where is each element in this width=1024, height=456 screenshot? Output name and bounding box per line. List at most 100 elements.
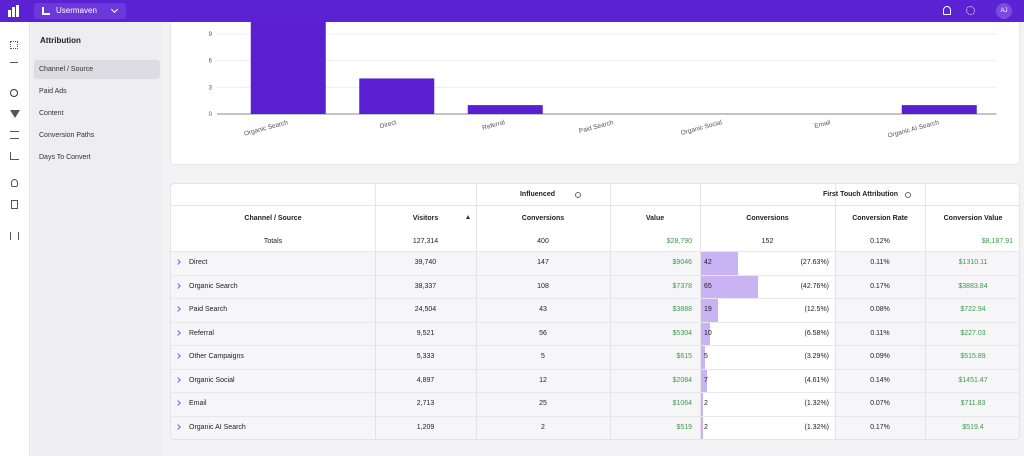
- conversion-rate: 0.11%: [870, 259, 890, 267]
- bar-chart: 0 3 6 9 Organic Search Direct Referral Paid Sea…: [209, 7, 997, 140]
- visitors: 5,333: [416, 353, 435, 361]
- column-divider: [610, 251, 611, 439]
- visitors: 4,897: [416, 376, 435, 384]
- ft-conversions: 65: [704, 282, 712, 290]
- column-header[interactable]: Conversion Value: [943, 215, 1003, 222]
- conversion-value: $1451.47: [958, 376, 988, 384]
- column-header[interactable]: Conversion Rate: [852, 215, 908, 222]
- value: $1064: [672, 400, 692, 408]
- channel-name: Email: [189, 400, 207, 408]
- channel-name: Referral: [189, 329, 214, 337]
- value: $2084: [672, 376, 692, 384]
- totals-cell: $8,187.91: [981, 237, 1013, 245]
- ft-conversions: 42: [704, 259, 712, 267]
- column-header[interactable]: Visitors: [412, 215, 439, 222]
- sidebar-item[interactable]: Paid Ads: [39, 88, 67, 95]
- conversion-value: $3883.84: [958, 282, 988, 290]
- icon-rail: [0, 22, 30, 456]
- value: $7378: [672, 282, 692, 290]
- nav-icon[interactable]: [10, 41, 18, 49]
- visitors: 9,521: [416, 329, 435, 337]
- sort-icon: [466, 215, 470, 219]
- info-icon: [905, 192, 911, 198]
- nav-icon[interactable]: [10, 131, 19, 139]
- conversion-value: $711.83: [960, 400, 986, 408]
- ft-cell-bg: [701, 299, 835, 322]
- settings[interactable]: [966, 6, 975, 15]
- nav-icon[interactable]: [11, 200, 18, 209]
- channel-name: Organic Search: [189, 282, 238, 290]
- column-divider: [925, 251, 926, 439]
- y-tick-label: 9: [209, 32, 213, 38]
- ft-conversions: 10: [704, 329, 712, 337]
- visitors: 1,209: [416, 423, 435, 431]
- conversion-rate: 0.17%: [870, 282, 890, 290]
- ft-cell-bg: [701, 369, 835, 392]
- column-header[interactable]: Channel / Source: [244, 215, 302, 222]
- ft-conversion-bar: [701, 416, 703, 439]
- conversion-value: $1310.11: [958, 259, 988, 267]
- sidebar: Attribution Channel / Source Paid Ads Cont…: [31, 22, 162, 456]
- conversion-rate: 0.14%: [870, 376, 890, 384]
- nav-icon[interactable]: [10, 62, 18, 68]
- sidebar-item[interactable]: Content: [39, 110, 64, 117]
- conversion-value: $227.03: [960, 329, 986, 337]
- ft-conversions: 2: [704, 423, 708, 431]
- column-header[interactable]: Value: [645, 215, 665, 222]
- x-tick-label: Organic Social: [680, 119, 723, 137]
- nav-icon[interactable]: [10, 89, 18, 97]
- nav-icon[interactable]: [10, 110, 20, 118]
- sidebar-item[interactable]: Conversion Paths: [39, 132, 95, 139]
- ft-conversions: 2: [704, 400, 708, 408]
- bar: [359, 78, 435, 114]
- totals-cell: 400: [537, 237, 549, 245]
- notifications[interactable]: [943, 6, 951, 15]
- sidebar-title: Attribution: [40, 36, 81, 45]
- ft-share: (4.61%): [804, 376, 829, 384]
- ft-conversion-bar: [701, 369, 708, 392]
- nav-icon[interactable]: [10, 232, 19, 240]
- conversions: 147: [537, 259, 549, 267]
- sidebar-item[interactable]: Channel / Source: [34, 60, 160, 79]
- group-header: Influenced: [375, 184, 700, 206]
- avatar[interactable]: AJ: [996, 3, 1012, 19]
- channel-name: Paid Search: [189, 306, 228, 314]
- ft-conversion-bar: [701, 393, 703, 416]
- nav-icon[interactable]: [10, 152, 19, 160]
- conversion-value: $519.4: [962, 423, 984, 431]
- x-tick-label: Email: [814, 119, 832, 130]
- workspace-switcher[interactable]: Usermaven: [34, 3, 126, 19]
- totals-cell: Totals: [263, 237, 283, 245]
- channel-name: Direct: [189, 259, 208, 267]
- nav-icon[interactable]: [11, 179, 18, 187]
- ft-share: (27.63%): [800, 259, 829, 267]
- value: $5304: [672, 329, 692, 337]
- ft-cell-bg: [701, 346, 835, 369]
- totals-cell: 0.12%: [870, 237, 890, 245]
- column-header[interactable]: Conversions: [521, 215, 565, 222]
- x-tick-label: Paid Search: [578, 119, 614, 135]
- column-header[interactable]: Conversions: [746, 215, 789, 222]
- totals-cell: $28,790: [666, 237, 692, 245]
- x-tick-label: Organic Search: [243, 119, 289, 138]
- sidebar-item[interactable]: Days To Convert: [39, 154, 91, 161]
- ft-conversion-bar: [701, 275, 759, 298]
- value: $519: [676, 423, 692, 431]
- x-tick-label: Referral: [482, 119, 507, 132]
- conversion-rate: 0.17%: [870, 423, 890, 431]
- value: $9046: [672, 259, 692, 267]
- value: $615: [676, 353, 692, 361]
- totals-cell: 127,314: [412, 237, 439, 245]
- column-divider: [700, 251, 701, 439]
- conversion-rate: 0.09%: [870, 353, 890, 361]
- ft-conversion-bar: [701, 346, 706, 369]
- ft-share: (3.29%): [804, 353, 829, 361]
- channel-name: Organic AI Search: [189, 423, 246, 431]
- column-divider: [375, 251, 376, 439]
- visitors: 2,713: [416, 400, 435, 408]
- bar: [250, 7, 326, 114]
- conversions: 12: [539, 376, 547, 384]
- ft-share: (42.76%): [800, 282, 829, 290]
- channel-name: Other Campaigns: [189, 353, 244, 361]
